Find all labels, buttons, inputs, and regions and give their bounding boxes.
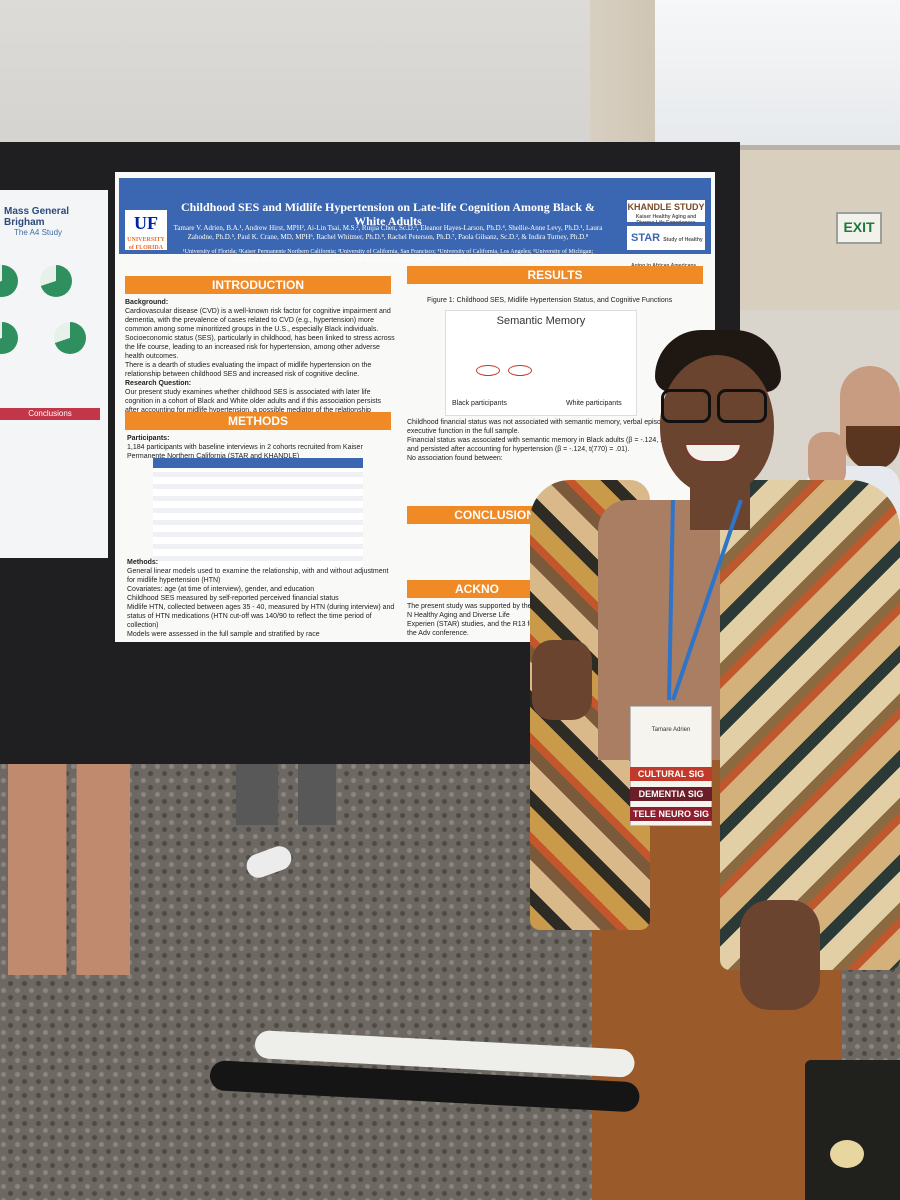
- table-row: [153, 496, 363, 501]
- method-point: General linear models used to examine th…: [127, 568, 389, 584]
- participants-label: Participants:: [127, 435, 170, 442]
- figure-caption: Figure 1: Childhood SES, Midlife Hyperte…: [427, 297, 673, 304]
- figure-group-label: Black participants: [452, 400, 507, 407]
- results-heading: RESULTS: [407, 266, 703, 284]
- acknowledgments-text: The present study was supported by the N…: [407, 603, 536, 637]
- methods-block: Methods: General linear models used to e…: [127, 558, 397, 639]
- pie-chart-icon: [0, 265, 18, 297]
- table-row: [153, 508, 363, 513]
- window-frame: [655, 145, 900, 153]
- table-row: [153, 472, 363, 477]
- methods-heading: METHODS: [125, 412, 391, 430]
- poster-title: Childhood SES and Midlife Hypertension o…: [180, 200, 596, 228]
- background-block: Background: Cardiovascular disease (CVD)…: [125, 298, 395, 424]
- tote-bag: [805, 1060, 900, 1200]
- uf-logo: UF UNIVERSITY of FLORIDA: [125, 210, 167, 251]
- pie-chart-icon: [40, 265, 72, 297]
- participants-text: 1,184 participants with baseline intervi…: [127, 444, 363, 460]
- attendee-legs-left: [8, 735, 130, 975]
- patterned-shirt-right: [720, 480, 900, 970]
- background-point: There is a dearth of studies evaluating …: [125, 362, 372, 378]
- method-point: Covariates: age (at time of interview), …: [127, 586, 315, 593]
- org-name: Mass General Brigham: [4, 206, 70, 228]
- lanyard: [667, 500, 743, 701]
- presenter-hand: [740, 900, 820, 1010]
- methods-label: Methods:: [127, 559, 159, 566]
- bag-logo-icon: [830, 1140, 864, 1168]
- table-row: [153, 556, 363, 561]
- neighbor-poster: Mass General Brigham The A4 Study Conclu…: [0, 190, 108, 558]
- khandle-text: KHANDLE STUDY: [627, 202, 705, 212]
- pie-chart-icon: [0, 322, 18, 354]
- background-point: Cardiovascular disease (CVD) is a well-k…: [125, 308, 391, 333]
- introduction-heading: INTRODUCTION: [125, 276, 391, 294]
- ribbon-cultural: CULTURAL SIG: [630, 767, 712, 781]
- background-point: Socioeconomic status (SES), particularly…: [125, 335, 395, 360]
- background-label: Background:: [125, 299, 169, 306]
- research-question-label: Research Question:: [125, 380, 192, 387]
- poster-header: UF UNIVERSITY of FLORIDA KHANDLE STUDY K…: [119, 178, 711, 269]
- demographics-table: [153, 458, 363, 573]
- man-beard: [846, 426, 900, 470]
- ribbon-dementia: DEMENTIA SIG: [630, 787, 712, 801]
- semantic-memory-figure: Semantic Memory Black participants White…: [445, 310, 637, 416]
- star-logo: STAR Study of Healthy Aging in African A…: [627, 226, 705, 269]
- star-text: STAR: [631, 232, 661, 244]
- method-point: Models were assessed in the full sample …: [127, 631, 320, 638]
- result-point: Financial status was associated with sem…: [407, 437, 704, 453]
- pie-chart-icon: [54, 322, 86, 354]
- table-header: [153, 458, 363, 468]
- man-hand: [808, 432, 846, 488]
- table-row: [153, 484, 363, 489]
- logo-subtext: UNIVERSITY of FLORIDA: [127, 237, 165, 251]
- khandle-logo: KHANDLE STUDY Kaiser Healthy Aging and D…: [627, 200, 705, 226]
- table-row: [153, 544, 363, 549]
- acknowledgments-heading: ACKNO: [407, 580, 547, 598]
- presenter-face: [660, 355, 774, 495]
- results-block: Childhood financial status was not assoc…: [407, 418, 707, 463]
- highlight-oval: [508, 365, 532, 376]
- window: [655, 0, 900, 150]
- table-row: [153, 532, 363, 537]
- logo-text: UF: [134, 213, 158, 233]
- presenter-arm: [532, 640, 592, 720]
- study-name: The A4 Study: [14, 228, 63, 237]
- figure-group-label: White participants: [566, 400, 622, 407]
- poster-affiliations: ¹University of Florida; ²Kaiser Permanen…: [182, 249, 594, 263]
- figure-title: Semantic Memory: [496, 315, 586, 327]
- khandle-subtext: Kaiser Healthy Aging and Diverse Life Ex…: [635, 214, 697, 226]
- name-badge: Tamare Adrien CULTURAL SIG DEMENTIA SIG …: [630, 706, 712, 826]
- glasses-icon: [661, 389, 767, 423]
- participants-block: Participants: 1,184 participants with ba…: [127, 434, 391, 461]
- badge-name: Tamare Adrien: [651, 727, 691, 733]
- ribbon-teleneuro: TELE NEURO SIG: [630, 807, 712, 821]
- highlight-oval: [476, 365, 500, 376]
- exit-sign: EXIT: [836, 212, 882, 244]
- method-point: Midlife HTN, collected between ages 35 -…: [127, 604, 395, 629]
- table-row: [153, 520, 363, 525]
- result-point: Childhood financial status was not assoc…: [407, 419, 698, 435]
- poster-authors: Tamare V. Adrien, B.A.¹, Andrew Hirst, M…: [173, 224, 603, 241]
- result-point: No association found between:: [407, 455, 503, 462]
- method-point: Childhood SES measured by self-reported …: [127, 595, 339, 602]
- conclusions-heading: Conclusions: [0, 408, 100, 420]
